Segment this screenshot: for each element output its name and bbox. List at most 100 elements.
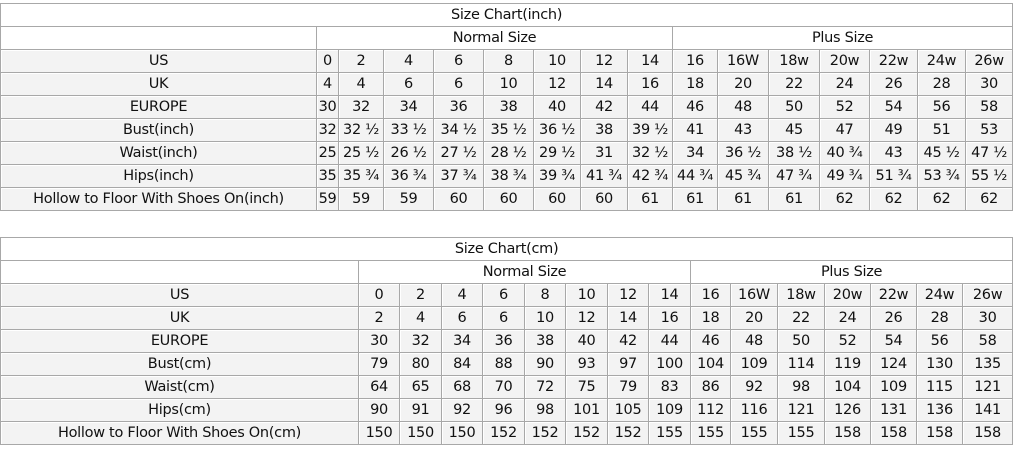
- size-cell: 86: [690, 375, 731, 399]
- size-cell: 16: [672, 49, 718, 73]
- size-cell: 32 ½: [338, 118, 384, 142]
- size-cell: 124: [870, 352, 917, 376]
- size-cell: 114: [777, 352, 825, 376]
- size-cell: 26: [869, 72, 918, 96]
- size-cell: 32: [338, 95, 384, 119]
- size-cell: 42 ¾: [627, 164, 673, 188]
- size-cell: 115: [916, 375, 963, 399]
- size-cell: 90: [358, 398, 400, 422]
- size-cell: 6: [433, 49, 484, 73]
- size-cell: 150: [358, 421, 400, 445]
- size-cell: 6: [433, 72, 484, 96]
- empty-header-cell: [0, 26, 317, 50]
- size-cell: 10: [533, 49, 581, 73]
- size-cell: 16W: [730, 283, 778, 307]
- size-cell: 36 ½: [717, 141, 769, 165]
- size-cell: 60: [433, 187, 484, 211]
- size-cell: 4: [383, 49, 434, 73]
- size-cell: 64: [358, 375, 400, 399]
- row-label: US: [0, 283, 359, 307]
- table-row: Hollow to Floor With Shoes On(inch) 59 59 5…: [0, 187, 1014, 211]
- size-cell: 101: [565, 398, 608, 422]
- size-cell: 8: [524, 283, 566, 307]
- size-cell: 24: [819, 72, 870, 96]
- size-cell: 0: [358, 283, 400, 307]
- size-cell: 60: [580, 187, 628, 211]
- size-cell: 31: [580, 141, 628, 165]
- size-cell: 152: [607, 421, 649, 445]
- size-cell: 61: [672, 187, 718, 211]
- group-normal-size: Normal Size: [316, 26, 673, 50]
- table-row: UK 4 4 6 6 10 12 14 16 18 20 22 24 26 28 30: [0, 72, 1014, 96]
- row-label: EUROPE: [0, 95, 317, 119]
- size-cell: 35 ¾: [338, 164, 384, 188]
- size-cell: 104: [824, 375, 871, 399]
- group-plus-size: Plus Size: [671, 26, 1014, 50]
- size-cell: 18: [690, 306, 731, 330]
- size-cell: 14: [648, 283, 691, 307]
- row-label: Bust(cm): [0, 352, 359, 376]
- size-cell: 48: [730, 329, 778, 353]
- size-cell: 75: [565, 375, 608, 399]
- size-cell: 152: [482, 421, 525, 445]
- size-cell: 2: [399, 283, 442, 307]
- size-cell: 79: [607, 375, 649, 399]
- size-cell: 54: [869, 95, 918, 119]
- size-cell: 121: [961, 375, 1014, 399]
- size-cell: 24: [824, 306, 871, 330]
- size-cell: 59: [338, 187, 384, 211]
- table-row: Hollow to Floor With Shoes On(cm) 150 150 1…: [0, 421, 1014, 445]
- size-cell: 91: [399, 398, 442, 422]
- size-cell: 55 ½: [964, 164, 1014, 188]
- size-cell: 150: [399, 421, 442, 445]
- size-cell: 30: [358, 329, 400, 353]
- size-cell: 36 ½: [533, 118, 581, 142]
- size-cell: 130: [916, 352, 963, 376]
- size-cell: 20w: [819, 49, 870, 73]
- size-cell: 38: [483, 95, 534, 119]
- size-cell: 2: [338, 49, 384, 73]
- size-cell: 22w: [870, 283, 917, 307]
- size-cell: 27 ½: [433, 141, 484, 165]
- group-normal-size: Normal Size: [358, 260, 691, 284]
- size-cell: 62: [819, 187, 870, 211]
- size-cell: 28: [916, 306, 963, 330]
- size-cell: 152: [524, 421, 566, 445]
- size-cell: 121: [777, 398, 825, 422]
- size-cell: 105: [607, 398, 649, 422]
- size-cell: 97: [607, 352, 649, 376]
- size-cell: 16: [627, 72, 673, 96]
- size-cell: 152: [565, 421, 608, 445]
- size-cell: 56: [917, 95, 966, 119]
- size-cell: 50: [777, 329, 825, 353]
- size-cell: 47 ½: [964, 141, 1014, 165]
- size-cell: 41 ¾: [580, 164, 628, 188]
- size-cell: 36: [433, 95, 484, 119]
- size-cell: 155: [777, 421, 825, 445]
- size-cell: 155: [690, 421, 731, 445]
- table-row: Bust(cm) 79 80 84 88 90 93 97 100 104 109 114 119 124…: [0, 352, 1014, 376]
- row-label: Hips(inch): [0, 164, 317, 188]
- table-row: EUROPE 30 32 34 36 38 40 42 44 46 48 50 52 54 56 58: [0, 329, 1014, 353]
- size-cell: 83: [648, 375, 691, 399]
- row-label: Waist(cm): [0, 375, 359, 399]
- size-cell: 29 ½: [533, 141, 581, 165]
- row-label: UK: [0, 72, 317, 96]
- size-cell: 141: [961, 398, 1014, 422]
- size-cell: 16W: [717, 49, 769, 73]
- size-cell: 59: [383, 187, 434, 211]
- size-cell: 158: [824, 421, 871, 445]
- size-cell: 58: [961, 329, 1014, 353]
- size-cell: 49 ¾: [819, 164, 870, 188]
- size-cell: 34: [441, 329, 483, 353]
- size-cell: 79: [358, 352, 400, 376]
- size-cell: 42: [607, 329, 649, 353]
- size-chart-inch-table: Size Chart(inch) Normal Size Plus Size US 0 2…: [0, 3, 1014, 211]
- size-cell: 28: [917, 72, 966, 96]
- size-cell: 54: [870, 329, 917, 353]
- size-cell: 155: [648, 421, 691, 445]
- size-cell: 47 ¾: [768, 164, 820, 188]
- size-cell: 60: [483, 187, 534, 211]
- size-cell: 109: [870, 375, 917, 399]
- size-cell: 14: [607, 306, 649, 330]
